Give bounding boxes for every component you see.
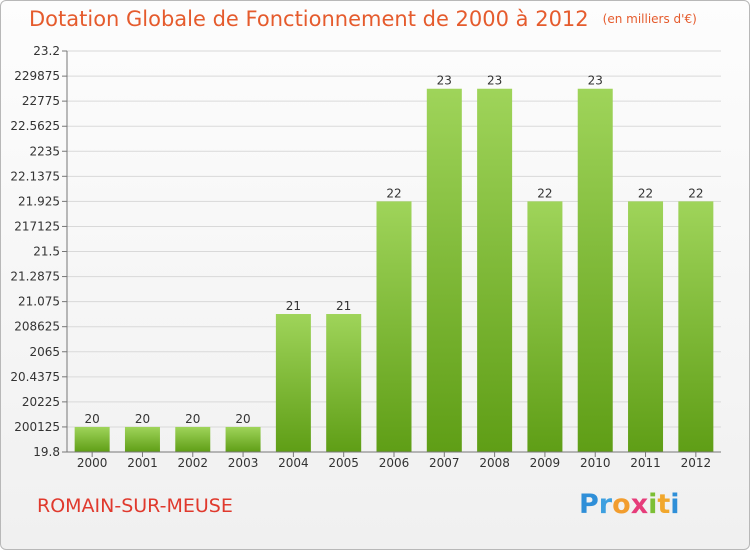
chart-title: Dotation Globale de Fonctionnement de 20… xyxy=(29,7,697,31)
y-tick-label: 229875 xyxy=(14,69,60,83)
x-tick-label: 2005 xyxy=(328,456,359,470)
x-tick-label: 2000 xyxy=(77,456,108,470)
data-label: 20 xyxy=(185,412,200,426)
bar xyxy=(326,314,362,452)
value-labels: 20 20 20 20 21 21 22 23 23 22 23 22 22 xyxy=(85,74,704,426)
data-label: 22 xyxy=(688,186,703,200)
data-label: 23 xyxy=(437,74,452,88)
y-axis-ticks: 19.8 200125 20225 20.4375 2065 208625 21.075 21… xyxy=(10,44,67,459)
data-label: 20 xyxy=(135,412,150,426)
bar xyxy=(527,201,563,452)
data-label: 23 xyxy=(588,74,603,88)
y-tick-label: 20225 xyxy=(22,395,60,409)
data-label: 21 xyxy=(286,299,301,313)
proxiti-logo[interactable]: Proxiti xyxy=(579,489,680,520)
x-tick-label: 2008 xyxy=(479,456,510,470)
x-tick-label: 2011 xyxy=(630,456,661,470)
data-label: 20 xyxy=(85,412,100,426)
logo-letter: t xyxy=(657,489,671,520)
data-label: 22 xyxy=(537,186,552,200)
data-label: 20 xyxy=(235,412,250,426)
x-tick-label: 2001 xyxy=(127,456,158,470)
chart-unit: (en milliers d'€) xyxy=(602,12,697,26)
data-label: 21 xyxy=(336,299,351,313)
bar xyxy=(376,201,412,452)
x-tick-label: 2009 xyxy=(530,456,561,470)
x-tick-label: 2007 xyxy=(429,456,460,470)
x-tick-label: 2003 xyxy=(228,456,259,470)
y-tick-label: 22775 xyxy=(22,94,60,108)
y-tick-label: 22.1375 xyxy=(10,169,60,183)
bar xyxy=(678,201,714,452)
y-tick-label: 217125 xyxy=(14,219,60,233)
logo-letter: P xyxy=(579,489,599,520)
y-tick-label: 22.5625 xyxy=(10,119,60,133)
x-tick-label: 2010 xyxy=(580,456,611,470)
y-tick-label: 20.4375 xyxy=(10,370,60,384)
y-tick-label: 21.5 xyxy=(33,245,60,259)
logo-letter: i xyxy=(670,489,680,520)
y-tick-label: 21.075 xyxy=(18,295,60,309)
bar xyxy=(225,426,261,452)
bar xyxy=(275,314,311,452)
logo-letter: o xyxy=(612,489,631,520)
x-tick-label: 2002 xyxy=(177,456,208,470)
logo-letter: i xyxy=(648,489,658,520)
bar xyxy=(477,88,513,452)
data-label: 22 xyxy=(386,186,401,200)
y-tick-label: 200125 xyxy=(14,420,60,434)
x-tick-label: 2006 xyxy=(379,456,410,470)
y-tick-label: 23.2 xyxy=(33,44,60,58)
commune-name: ROMAIN-SUR-MEUSE xyxy=(37,495,233,517)
bar xyxy=(577,88,613,452)
x-tick-label: 2012 xyxy=(681,456,712,470)
logo-letter: x xyxy=(630,489,649,520)
bar xyxy=(74,426,110,452)
data-label: 22 xyxy=(638,186,653,200)
bar xyxy=(426,88,462,452)
bars xyxy=(74,88,714,452)
y-tick-label: 21.925 xyxy=(18,194,60,208)
y-tick-label: 2065 xyxy=(29,345,60,359)
y-tick-label: 21.2875 xyxy=(10,270,60,284)
logo-letter: r xyxy=(598,489,613,520)
y-tick-label: 2235 xyxy=(29,144,60,158)
chart-title-text: Dotation Globale de Fonctionnement de 20… xyxy=(29,7,589,31)
y-tick-label: 208625 xyxy=(14,320,60,334)
y-tick-label: 19.8 xyxy=(33,445,60,459)
x-axis-ticks: 2000 2001 2002 2003 2004 2005 2006 2007 2008 2009… xyxy=(77,452,711,470)
bar xyxy=(628,201,664,452)
data-label: 23 xyxy=(487,74,502,88)
x-tick-label: 2004 xyxy=(278,456,309,470)
bar xyxy=(124,426,160,452)
bar xyxy=(175,426,211,452)
